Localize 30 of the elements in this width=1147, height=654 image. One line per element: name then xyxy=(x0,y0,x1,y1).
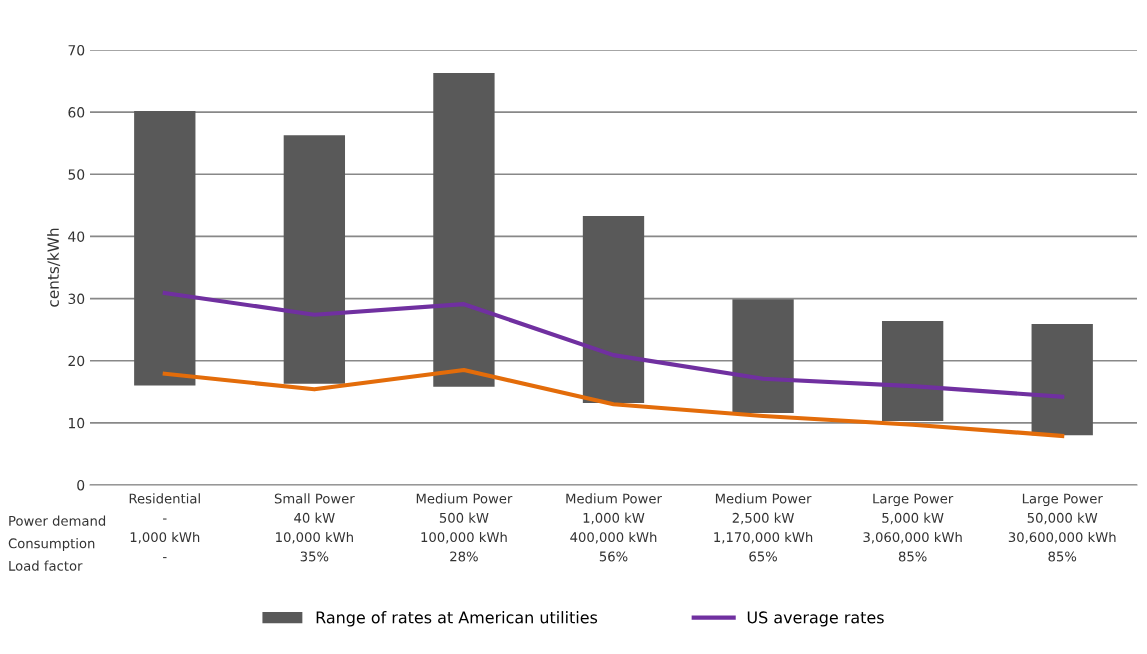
x-tick-label: Small Power 40 kW 10,000 kWh 35% xyxy=(274,493,355,562)
text: Power demand xyxy=(9,515,106,526)
bar xyxy=(1031,324,1093,436)
x-tick-label: Medium Power 500 kW 100,000 kWh 28% xyxy=(416,493,513,562)
y-tick-label: 60 xyxy=(68,107,85,118)
y-tick-label: 0 xyxy=(77,479,85,491)
x-tick-label: Medium Power 2,500 kW 1,170,000 kWh 65% xyxy=(714,493,813,562)
legend-label: Range of rates at American utilities xyxy=(316,611,598,627)
bar xyxy=(582,215,645,403)
x-tick-label: Large Power 5,000 kW 3,060,000 kWh 85% xyxy=(863,493,962,562)
bar xyxy=(134,110,196,386)
bar xyxy=(732,299,794,413)
legend-label: US average rates xyxy=(747,611,884,627)
line-series xyxy=(162,290,1065,399)
y-tick-label: 50 xyxy=(68,169,85,180)
y-axis-title: cents/kWh xyxy=(47,228,61,307)
y-tick-label: 30 xyxy=(68,293,85,305)
x-tick-label: Medium Power 1,000 kW 400,000 kWh 56% xyxy=(566,493,662,562)
line-series xyxy=(162,367,1065,438)
y-tick-label: 20 xyxy=(68,355,85,367)
x-tick-label: Large Power 50,000 kW 30,600,000 kWh 85% xyxy=(1008,493,1116,562)
bar xyxy=(433,72,495,387)
x-tick-label: Residential - 1,000 kWh - xyxy=(129,493,200,559)
y-tick-label: 70 xyxy=(68,44,85,56)
y-tick-label: 10 xyxy=(68,417,85,429)
text: Load factor xyxy=(9,560,83,571)
y-tick-label: 40 xyxy=(68,231,85,242)
bar xyxy=(283,135,346,384)
text: Consumption xyxy=(8,538,95,551)
bar xyxy=(881,320,944,421)
